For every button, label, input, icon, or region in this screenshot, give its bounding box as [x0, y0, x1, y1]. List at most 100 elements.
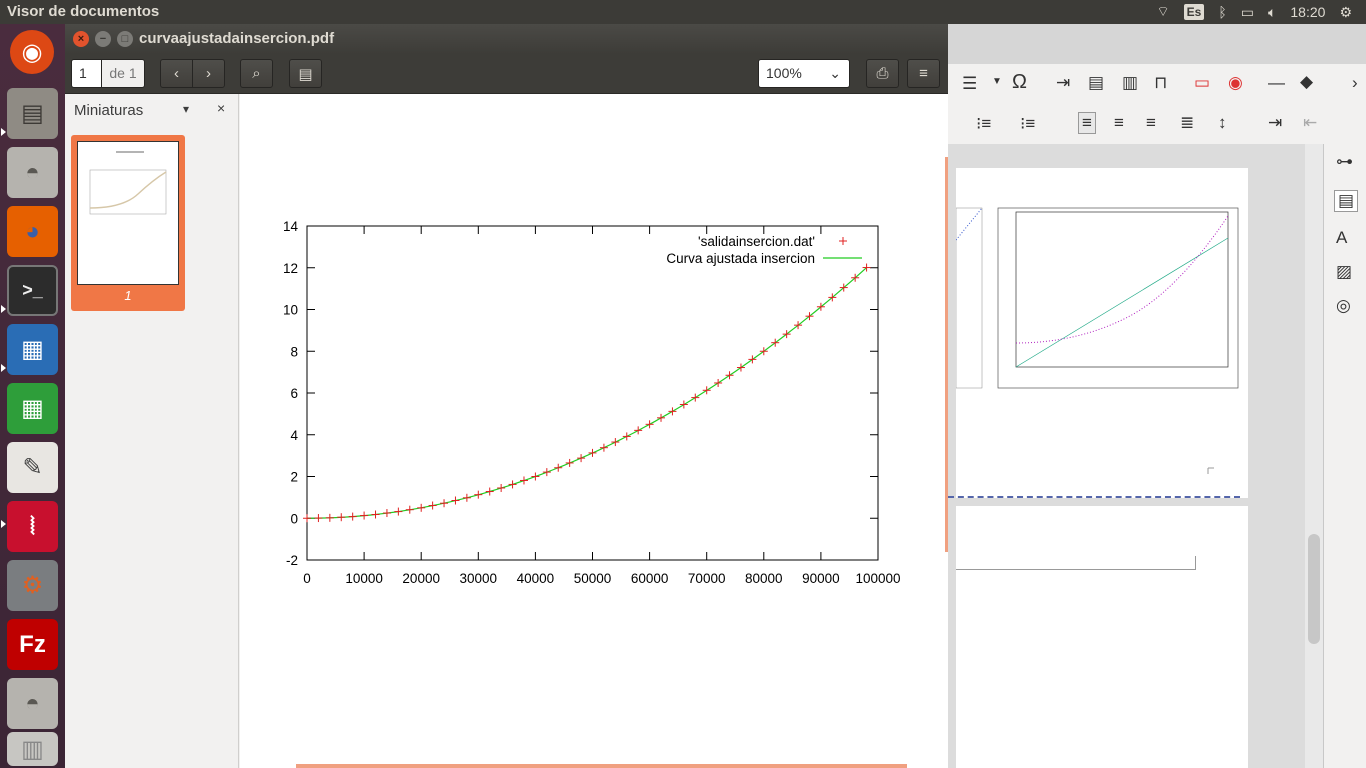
special-char-icon[interactable]: Ω [1012, 71, 1027, 93]
writer-document-area[interactable] [948, 144, 1305, 768]
previous-page-button[interactable]: ‹ [160, 59, 193, 88]
page-number-input[interactable]: 1 [71, 59, 102, 88]
footnote-icon[interactable]: ▤ [1088, 73, 1105, 92]
x-tick-label: 80000 [745, 571, 783, 586]
evince-icon[interactable]: ⦚ [7, 501, 58, 552]
properties-icon[interactable]: ⊶ [1336, 152, 1353, 171]
field-icon[interactable]: ⇥ [1056, 73, 1071, 92]
minimize-window-button[interactable]: − [95, 31, 111, 47]
volume-icon[interactable]: 🔈︎ [1267, 3, 1277, 20]
sidepane-title[interactable]: Miniaturas [74, 102, 144, 119]
system-tray: ⌔ Es ᛒ ▭ 🔈︎ 18:20 ⚙ [1156, 0, 1366, 24]
next-page-button[interactable]: › [192, 59, 225, 88]
fit-curve-line [306, 267, 868, 519]
navigator-icon[interactable]: ◎ [1336, 296, 1351, 315]
styles-icon[interactable]: A [1336, 228, 1348, 247]
data-point [451, 496, 460, 505]
align-right-icon[interactable]: ≡ [1146, 113, 1156, 132]
chevron-down-icon[interactable]: ▾ [183, 102, 190, 116]
scroll-thumb[interactable] [1308, 534, 1320, 644]
app-menu-title[interactable]: Visor de documentos [7, 3, 160, 20]
document-view[interactable]: 0 10000 20000 30000 40000 50000 60000 70000 8000… [240, 94, 948, 768]
search-button[interactable]: ⌕ [240, 59, 273, 88]
data-point [805, 312, 814, 321]
line-spacing-icon[interactable]: ↕ [1218, 113, 1227, 132]
keyboard-layout-indicator[interactable]: Es [1183, 4, 1205, 20]
wifi-icon[interactable]: ⌔ [1156, 3, 1170, 19]
shapes-icon[interactable]: ◆ [1300, 72, 1314, 91]
ubuntu-dash-icon[interactable]: ◉ [10, 30, 54, 74]
clock[interactable]: 18:20 [1290, 4, 1326, 20]
y-tick-label: 8 [290, 344, 298, 359]
terminal-icon[interactable]: >_ [7, 265, 58, 316]
battery-icon[interactable]: ▭ [1240, 3, 1254, 20]
line-icon[interactable]: — [1268, 73, 1285, 92]
window-title: curvaajustadainsercion.pdf [139, 30, 335, 47]
page-view-button[interactable]: ⎙ [866, 59, 899, 88]
data-point [519, 476, 528, 485]
outdent-icon[interactable]: ⇤ [1303, 113, 1318, 132]
y-tick-label: 14 [283, 219, 299, 234]
settings-icon[interactable]: ⚙ [7, 560, 58, 611]
indent-icon[interactable]: ⇥ [1268, 113, 1283, 132]
data-point [417, 503, 426, 512]
x-tick-label: 60000 [631, 571, 669, 586]
page-total-label: de 1 [102, 59, 145, 88]
disk2-icon[interactable]: ◓ [7, 678, 58, 729]
bookmark-icon[interactable]: ⊓ [1154, 73, 1168, 92]
running-indicator [1, 305, 6, 313]
x-tick-label: 30000 [460, 571, 498, 586]
document-icon: ⎙ [876, 65, 889, 82]
menu-button[interactable]: ≡ [907, 59, 940, 88]
maximize-window-button[interactable]: □ [117, 31, 133, 47]
window-titlebar[interactable]: × − □ curvaajustadainsercion.pdf [65, 24, 948, 54]
data-point [485, 487, 494, 496]
track-changes-icon[interactable]: ◉ [1228, 73, 1243, 92]
x-tick-label: 50000 [574, 571, 612, 586]
cross-ref-icon[interactable]: ▥ [1122, 73, 1139, 92]
y-tick-label: 2 [290, 470, 298, 485]
filezilla-icon[interactable]: Fz [7, 619, 58, 670]
writer-embedded-chart [955, 207, 1239, 474]
data-point [428, 501, 437, 510]
close-window-button[interactable]: × [73, 31, 89, 47]
text-boundary [956, 556, 1196, 570]
list-style-icon[interactable]: ☰ [962, 74, 978, 93]
align-left-icon[interactable]: ≡ [1078, 112, 1096, 134]
comment-icon[interactable]: ▭ [1194, 73, 1211, 92]
power-gear-icon[interactable]: ⚙ [1339, 3, 1352, 20]
data-points [303, 263, 871, 523]
more-icon[interactable]: › [1352, 73, 1358, 92]
bluetooth-icon[interactable]: ᛒ [1218, 4, 1227, 20]
vertical-scroll-indicator[interactable] [945, 157, 948, 552]
legend-label-fit: Curva ajustada insercion [666, 251, 815, 266]
zoom-select[interactable]: 100% ⌄ [758, 59, 850, 88]
data-point [360, 511, 369, 520]
writer-icon[interactable]: ▦ [7, 324, 58, 375]
close-sidepane-icon[interactable]: × [217, 100, 226, 116]
trash-icon[interactable]: ▥ [7, 732, 58, 766]
writer-vertical-scrollbar[interactable] [1305, 144, 1323, 768]
chevron-down-icon[interactable]: ▼ [992, 76, 1002, 87]
firefox-icon[interactable]: ◕ [7, 206, 58, 257]
numbering-icon[interactable]: ⁝≡ [1020, 114, 1036, 133]
disk-icon[interactable]: ◓ [7, 147, 58, 198]
plot-area-frame [306, 225, 879, 561]
bullets-icon[interactable]: ⁝≡ [976, 114, 992, 133]
annotations-button[interactable]: ▤ [289, 59, 322, 88]
data-point [508, 480, 517, 489]
calc-icon[interactable]: ▦ [7, 383, 58, 434]
page-thumbnail[interactable]: 1 [71, 135, 185, 311]
data-point [440, 499, 449, 508]
y-tick-label: -2 [286, 553, 298, 568]
page-icon[interactable]: ▤ [1334, 190, 1359, 212]
files-icon[interactable]: ▤ [7, 88, 58, 139]
gallery-icon[interactable]: ▨ [1336, 262, 1353, 281]
justify-icon[interactable]: ≣ [1180, 113, 1195, 132]
text-editor-icon[interactable]: ✎ [7, 442, 58, 493]
x-tick-label: 100000 [855, 571, 900, 586]
data-point [759, 347, 768, 356]
background-writer-window[interactable]: ☰ ▼ Ω ⇥ ▤ ▥ ⊓ ▭ ◉ — ◆ › ⁝≡ ⁝≡ ≡ ≡ ≡ ≣ ↕ … [948, 24, 1366, 768]
align-center-icon[interactable]: ≡ [1114, 113, 1124, 132]
data-point [725, 371, 734, 380]
